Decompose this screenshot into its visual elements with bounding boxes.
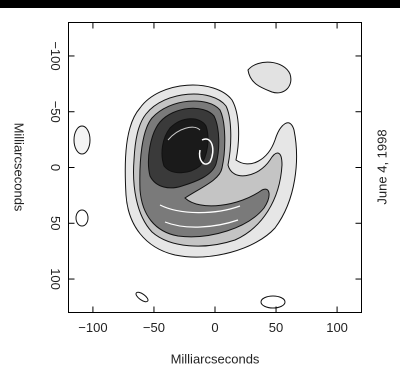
x-tick-label: −100 xyxy=(78,320,107,335)
y-tick-label: 50 xyxy=(48,216,63,230)
x-axis-title: Milliarcseconds xyxy=(171,351,260,366)
y-tick-label: −100 xyxy=(48,41,63,70)
y-tick-label: 0 xyxy=(48,164,63,171)
annotation: June 4, 1998 xyxy=(374,129,389,204)
x-tick-label: 50 xyxy=(269,320,283,335)
x-tick-label: 0 xyxy=(211,320,218,335)
contour-map xyxy=(74,62,297,308)
x-tick-label: 100 xyxy=(326,320,348,335)
y-axis-title: Milliarcseconds xyxy=(12,123,27,212)
x-tick-label: −50 xyxy=(143,320,165,335)
y-tick-label: 100 xyxy=(48,268,63,290)
top-bar xyxy=(0,0,400,8)
chart: Milliarcseconds Milliarcseconds June 4, … xyxy=(0,0,400,383)
y-tick-label: −50 xyxy=(48,101,63,123)
